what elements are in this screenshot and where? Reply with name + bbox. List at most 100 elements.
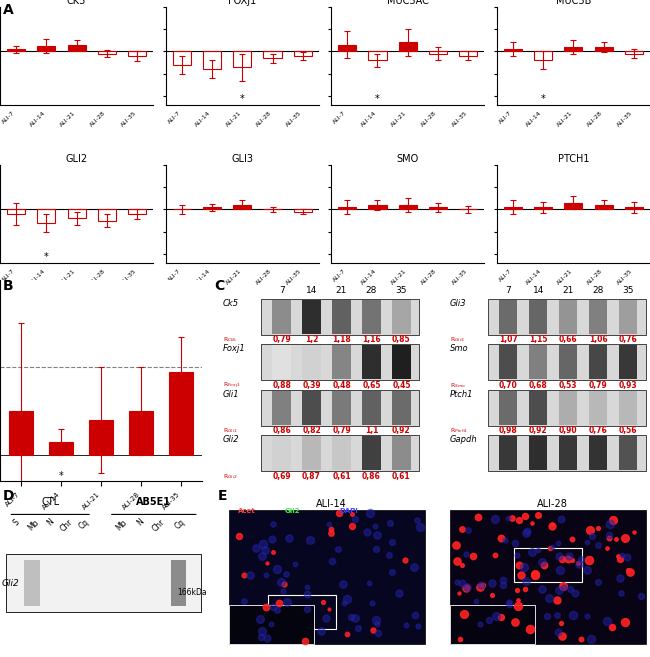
Bar <box>128 51 146 56</box>
Bar <box>272 436 291 470</box>
Text: E: E <box>218 489 227 503</box>
Bar <box>362 390 381 425</box>
Bar <box>450 604 536 645</box>
Text: 0,70: 0,70 <box>499 381 517 390</box>
Text: 1,1: 1,1 <box>365 426 378 435</box>
Bar <box>332 300 350 334</box>
Text: DAPI: DAPI <box>340 509 359 514</box>
Title: MUC5AC: MUC5AC <box>387 0 429 6</box>
Bar <box>589 345 607 380</box>
Bar <box>589 390 607 425</box>
Bar <box>332 345 350 380</box>
Text: 14: 14 <box>532 286 544 294</box>
Bar <box>229 510 425 645</box>
Text: C: C <box>214 279 225 293</box>
Bar <box>170 560 187 606</box>
Text: 7: 7 <box>506 286 511 294</box>
Text: Cq: Cq <box>173 518 187 531</box>
Bar <box>559 345 577 380</box>
Bar <box>589 300 607 334</box>
Text: 166kDa: 166kDa <box>177 588 207 597</box>
Title: SMO: SMO <box>396 154 419 164</box>
Text: S: S <box>12 518 21 527</box>
Text: CTL: CTL <box>41 497 59 507</box>
Text: 0,61: 0,61 <box>332 472 351 481</box>
Bar <box>332 436 350 470</box>
Bar <box>169 372 193 455</box>
Text: R$_{\mathit{Foxj1}}$: R$_{\mathit{Foxj1}}$ <box>223 381 240 391</box>
Text: Foxj1: Foxj1 <box>223 344 246 353</box>
Text: 0,82: 0,82 <box>302 426 321 435</box>
Bar <box>37 46 55 51</box>
Bar <box>24 560 40 606</box>
Text: 0,68: 0,68 <box>529 381 548 390</box>
Text: 0,69: 0,69 <box>272 472 291 481</box>
Bar <box>362 345 381 380</box>
Bar <box>68 210 86 218</box>
Bar <box>129 411 153 455</box>
Text: R$_{\mathit{Ptch1}}$: R$_{\mathit{Ptch1}}$ <box>450 426 468 435</box>
Bar <box>559 436 577 470</box>
Text: R$_{\mathit{Smo}}$: R$_{\mathit{Smo}}$ <box>450 381 465 390</box>
Text: 35: 35 <box>623 286 634 294</box>
Text: 28: 28 <box>366 286 377 294</box>
Text: 0,92: 0,92 <box>529 426 547 435</box>
Bar <box>393 345 411 380</box>
Bar <box>619 300 637 334</box>
Text: 0,66: 0,66 <box>559 336 578 344</box>
Text: 0,98: 0,98 <box>499 426 517 435</box>
Bar <box>128 210 146 214</box>
Bar <box>595 47 613 51</box>
Bar <box>362 436 381 470</box>
Bar <box>564 47 582 51</box>
Bar <box>429 51 447 54</box>
Text: 1,15: 1,15 <box>529 336 547 344</box>
Text: 1,2: 1,2 <box>305 336 318 344</box>
Bar <box>272 390 291 425</box>
Bar <box>534 51 552 60</box>
Text: N: N <box>135 518 146 528</box>
Bar <box>261 390 419 426</box>
Bar <box>595 205 613 210</box>
Title: MUC5B: MUC5B <box>556 0 591 6</box>
Bar <box>499 390 517 425</box>
Title: GLI3: GLI3 <box>231 154 254 164</box>
Bar <box>398 43 417 51</box>
Bar <box>263 51 281 58</box>
Title: CK5: CK5 <box>67 0 86 6</box>
Text: *: * <box>44 252 49 262</box>
Text: 1,06: 1,06 <box>589 336 608 344</box>
Bar <box>619 436 637 470</box>
Text: 1,18: 1,18 <box>332 336 351 344</box>
Text: *: * <box>58 471 64 481</box>
Text: 0,86: 0,86 <box>272 426 291 435</box>
Text: 0,56: 0,56 <box>619 426 638 435</box>
Bar <box>172 51 190 65</box>
Bar <box>338 45 356 51</box>
Bar <box>529 390 547 425</box>
Bar <box>302 345 320 380</box>
Text: 1,07: 1,07 <box>499 336 517 344</box>
Text: 0,87: 0,87 <box>302 472 321 481</box>
Bar <box>488 390 646 426</box>
Text: 0,79: 0,79 <box>589 381 608 390</box>
Text: 35: 35 <box>396 286 407 294</box>
Text: 0,48: 0,48 <box>332 381 351 390</box>
Bar <box>37 210 55 223</box>
Bar <box>98 51 116 54</box>
Text: Chr: Chr <box>59 518 75 533</box>
Bar <box>529 436 547 470</box>
Text: R$_{\mathit{Gli1}}$: R$_{\mathit{Gli1}}$ <box>223 426 237 435</box>
Bar <box>68 45 86 51</box>
Text: 0,61: 0,61 <box>392 472 411 481</box>
Text: A: A <box>3 3 14 17</box>
Bar <box>272 300 291 334</box>
Bar <box>261 344 419 380</box>
Text: AB5E1: AB5E1 <box>136 497 172 507</box>
Bar <box>499 345 517 380</box>
Bar <box>564 203 582 210</box>
Text: Gli3: Gli3 <box>450 299 466 307</box>
Bar <box>559 300 577 334</box>
Text: Smo: Smo <box>450 344 468 353</box>
Bar <box>338 207 356 210</box>
